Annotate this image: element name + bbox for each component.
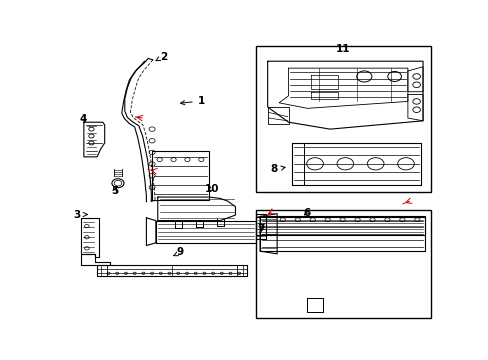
Text: 8: 8 bbox=[270, 164, 285, 174]
Bar bbox=[256, 210, 430, 318]
Text: 3: 3 bbox=[74, 210, 87, 220]
Text: 1: 1 bbox=[180, 96, 204, 106]
Text: 2: 2 bbox=[156, 51, 167, 62]
Text: 10: 10 bbox=[204, 184, 219, 194]
Text: 7: 7 bbox=[257, 224, 264, 234]
Text: 5: 5 bbox=[111, 186, 118, 196]
Text: 9: 9 bbox=[173, 247, 183, 257]
Bar bbox=[256, 46, 430, 192]
Text: 6: 6 bbox=[303, 208, 310, 218]
Text: 4: 4 bbox=[79, 114, 86, 123]
Text: 11: 11 bbox=[336, 44, 350, 54]
